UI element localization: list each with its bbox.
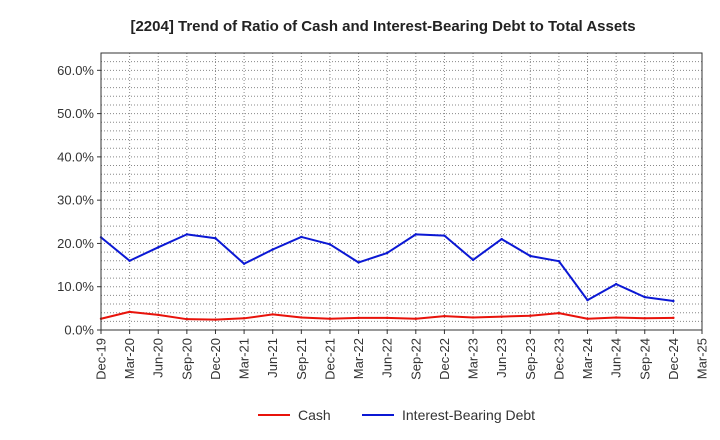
data-point xyxy=(357,261,360,264)
legend-item: Interest-Bearing Debt xyxy=(362,407,535,423)
data-point xyxy=(185,317,189,321)
plot-area xyxy=(100,52,703,331)
data-point xyxy=(471,316,475,319)
data-point xyxy=(414,233,418,236)
x-tick-label: Mar-20 xyxy=(122,338,137,379)
x-tick-label: Dec-21 xyxy=(322,338,337,380)
data-point xyxy=(328,243,332,246)
data-point xyxy=(443,234,446,237)
data-point xyxy=(271,248,274,251)
series-layer xyxy=(99,233,675,321)
x-tick-label: Dec-24 xyxy=(666,338,681,380)
data-point xyxy=(385,316,389,320)
data-point xyxy=(214,237,217,240)
x-tick-label: Mar-25 xyxy=(695,338,710,379)
x-axis: Dec-19 Mar-20 Jun-20 Sep-20 Dec-20 Mar-21 Jun-… xyxy=(94,330,710,380)
y-tick-label: 10.0% xyxy=(57,279,94,294)
x-tick-label: Mar-23 xyxy=(466,338,481,379)
data-point xyxy=(443,314,446,318)
data-point xyxy=(643,317,646,320)
y-tick-label: 60.0% xyxy=(57,63,94,78)
x-tick-label: Mar-24 xyxy=(580,338,595,379)
data-point xyxy=(128,259,131,262)
data-point xyxy=(414,317,418,320)
data-point xyxy=(242,262,246,265)
data-point xyxy=(614,282,618,286)
data-point xyxy=(328,317,332,320)
data-point xyxy=(500,315,503,318)
legend-item: Cash xyxy=(258,407,331,423)
data-point xyxy=(300,235,303,239)
data-point xyxy=(614,316,618,319)
data-point xyxy=(157,246,160,249)
data-point xyxy=(271,313,274,316)
series-cash xyxy=(99,310,675,321)
data-point xyxy=(300,316,303,319)
x-tick-label: Jun-20 xyxy=(151,338,166,378)
series-line xyxy=(100,233,674,302)
y-tick-label: 0.0% xyxy=(64,323,94,338)
data-point xyxy=(214,318,217,321)
data-point xyxy=(586,317,589,320)
legend-label: Cash xyxy=(298,407,331,423)
data-point xyxy=(157,313,160,317)
x-tick-label: Sep-24 xyxy=(637,338,652,380)
data-point xyxy=(557,259,561,263)
data-point xyxy=(242,317,246,320)
x-tick-label: Jun-22 xyxy=(380,338,395,378)
data-point xyxy=(643,295,646,299)
x-tick-label: Sep-21 xyxy=(294,338,309,380)
x-tick-label: Mar-21 xyxy=(237,338,252,379)
y-tick-label: 50.0% xyxy=(57,106,94,121)
data-point xyxy=(185,233,189,236)
x-tick-label: Jun-24 xyxy=(609,338,624,378)
legend: Cash Interest-Bearing Debt xyxy=(258,407,535,423)
x-tick-label: Sep-23 xyxy=(523,338,538,380)
grid xyxy=(101,53,702,330)
y-tick-label: 20.0% xyxy=(57,236,94,251)
x-tick-label: Dec-19 xyxy=(94,338,109,380)
data-point xyxy=(672,316,675,320)
x-tick-label: Dec-20 xyxy=(208,338,223,380)
chart-title: [2204] Trend of Ratio of Cash and Intere… xyxy=(130,18,635,35)
data-point xyxy=(529,254,532,258)
data-point xyxy=(672,299,675,303)
data-point xyxy=(557,311,561,315)
legend-label: Interest-Bearing Debt xyxy=(402,407,535,423)
data-point xyxy=(385,251,389,255)
data-point xyxy=(128,310,131,314)
y-tick-label: 40.0% xyxy=(57,149,94,164)
x-tick-label: Sep-20 xyxy=(179,338,194,380)
data-point xyxy=(471,258,475,262)
x-tick-label: Mar-22 xyxy=(351,338,366,379)
x-tick-label: Jun-23 xyxy=(494,338,509,378)
series-interest-bearing-debt xyxy=(99,233,675,303)
data-point xyxy=(586,298,589,302)
x-tick-label: Sep-22 xyxy=(408,338,423,380)
x-tick-label: Jun-21 xyxy=(265,338,280,378)
data-point xyxy=(529,314,532,317)
y-axis: 0.0% 10.0% 20.0% 30.0% 40.0% 50.0% 60.0% xyxy=(57,63,101,338)
data-point xyxy=(357,316,360,320)
y-tick-label: 30.0% xyxy=(57,193,94,208)
x-tick-label: Dec-23 xyxy=(551,338,566,380)
x-tick-label: Dec-22 xyxy=(437,338,452,380)
data-point xyxy=(500,237,503,241)
